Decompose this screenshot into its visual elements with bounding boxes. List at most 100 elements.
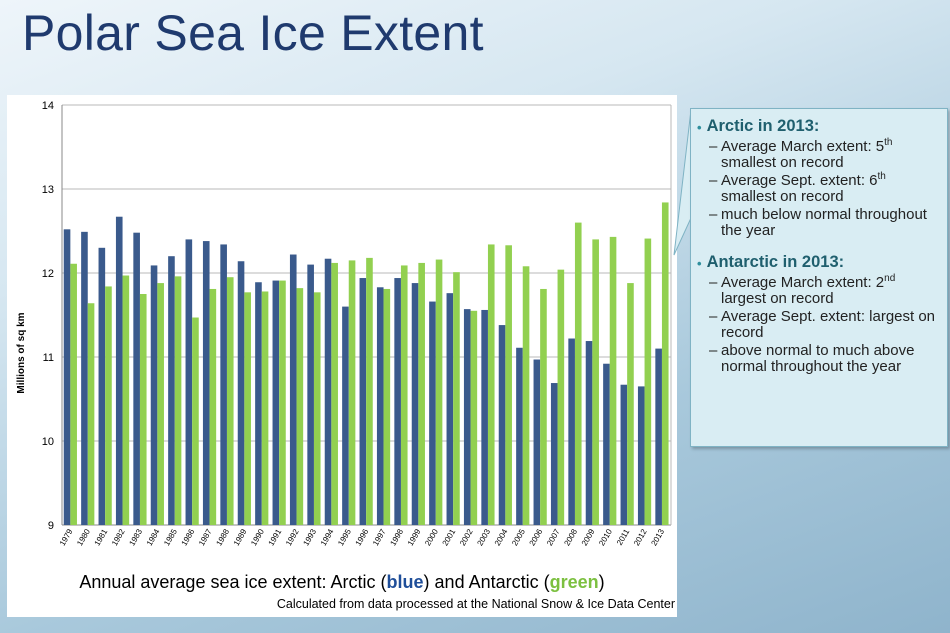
bar-arctic-1980 (81, 231, 88, 525)
bar-arctic-1991 (272, 280, 280, 525)
bullet-icon: • (697, 120, 702, 135)
dash-icon: – (709, 342, 718, 359)
slide-title: Polar Sea Ice Extent (22, 5, 484, 61)
x-tick-label: 1993 (301, 527, 318, 547)
bar-arctic-2008 (568, 338, 575, 525)
bar-antarctic-1995 (348, 260, 356, 525)
bar-antarctic-2009 (592, 239, 599, 525)
x-tick-label: 1979 (58, 527, 75, 547)
bar-antarctic-1983 (139, 294, 147, 525)
y-axis-label: Millions of sq km (16, 312, 27, 393)
x-tick-label: 2012 (632, 527, 649, 547)
callout-item: – Average Sept. extent: 6th smallest on r… (709, 171, 886, 205)
bar-arctic-2009 (585, 341, 593, 525)
bars (63, 202, 669, 526)
x-tick-label: 2000 (423, 527, 440, 547)
callout-heading-antarctic: Antarctic in 2013: (706, 253, 845, 271)
x-tick-label: 1997 (371, 527, 388, 547)
bar-antarctic-1990 (261, 291, 269, 525)
x-tick-label: 1982 (110, 527, 127, 547)
x-tick-label: 1983 (127, 527, 144, 547)
x-tick-label: 1984 (145, 527, 162, 547)
bar-arctic-2011 (620, 384, 628, 525)
bar-antarctic-1996 (366, 257, 373, 525)
bar-antarctic-1998 (400, 265, 408, 525)
bar-antarctic-1992 (296, 288, 304, 525)
bar-arctic-2010 (603, 363, 610, 525)
bar-antarctic-2010 (609, 236, 617, 525)
bar-antarctic-1986 (192, 317, 199, 525)
bar-arctic-1979 (63, 229, 71, 525)
chart-panel: 9 10 11 12 13 14 1979 1980 1981 1982 1983 1984 1985 1… (7, 95, 677, 617)
bar-arctic-2002 (463, 309, 471, 525)
bar-arctic-1993 (307, 264, 314, 525)
bar-arctic-1998 (394, 278, 401, 525)
bar-antarctic-1987 (209, 288, 217, 525)
chart-subtitle: Calculated from data processed at the Na… (277, 597, 675, 611)
x-tick-label: 1981 (93, 527, 110, 547)
y-tick-label: 11 (43, 352, 54, 364)
x-tick-label: 1992 (284, 527, 301, 547)
chart-title-prefix: Annual average sea ice extent: Arctic ( (79, 572, 386, 592)
bar-antarctic-1984 (157, 283, 164, 525)
bar-antarctic-1988 (226, 277, 234, 525)
x-tick-label: 2005 (510, 527, 527, 547)
bar-antarctic-2004 (505, 245, 512, 525)
bar-antarctic-2008 (574, 222, 582, 525)
y-tick-label: 12 (42, 268, 54, 280)
x-tick-label: 1994 (319, 527, 336, 547)
x-tick-label: 2013 (649, 527, 666, 547)
x-tick-label: 2006 (528, 527, 545, 547)
bar-antarctic-1997 (383, 288, 391, 525)
chart-title-middle: ) and Antarctic ( (424, 572, 550, 592)
x-tick-label: 2001 (441, 527, 458, 547)
bar-antarctic-2005 (522, 266, 530, 525)
bar-arctic-1984 (150, 265, 158, 525)
bar-arctic-1992 (289, 254, 297, 525)
bar-antarctic-2003 (487, 244, 495, 525)
bullet-icon: • (697, 256, 702, 271)
dash-icon: – (709, 274, 718, 291)
bar-antarctic-2002 (470, 310, 478, 525)
bar-antarctic-2000 (435, 259, 443, 525)
x-tick-label: 1986 (180, 527, 197, 547)
y-tick-label: 10 (42, 436, 54, 448)
bar-arctic-1999 (411, 283, 419, 525)
callout-box: • Arctic in 2013: – Average March extent:… (690, 108, 948, 447)
bar-arctic-2007 (550, 383, 558, 525)
callout-heading-arctic: Arctic in 2013: (706, 117, 820, 135)
x-tick-label: 2004 (493, 527, 510, 547)
bar-antarctic-2013 (661, 202, 669, 525)
y-tick-label: 9 (48, 520, 54, 532)
bar-antarctic-1994 (331, 262, 338, 525)
bar-arctic-1988 (220, 244, 227, 525)
bar-antarctic-1999 (418, 262, 425, 525)
bar-antarctic-1991 (279, 280, 286, 525)
bar-arctic-2004 (498, 325, 506, 525)
bar-antarctic-1989 (244, 292, 251, 525)
bar-arctic-2003 (481, 309, 488, 525)
x-tick-label: 1988 (214, 527, 231, 547)
bar-arctic-2001 (446, 293, 454, 525)
bar-arctic-2006 (533, 359, 541, 525)
x-tick-label: 1990 (249, 527, 266, 547)
x-tick-label: 1998 (388, 527, 405, 547)
bar-arctic-1995 (342, 306, 349, 525)
bar-arctic-1983 (133, 232, 140, 525)
bar-antarctic-1985 (174, 276, 182, 525)
dash-icon: – (709, 308, 718, 325)
callout-item: – Average March extent: 5th smallest on r… (709, 137, 893, 171)
callout-section-antarctic: • Antarctic in 2013: – Average March exte… (697, 253, 941, 375)
x-tick-label: 2009 (580, 527, 597, 547)
bar-arctic-2013 (655, 348, 662, 525)
callout-item: – Average Sept. extent: largest on record (709, 308, 936, 341)
bar-arctic-1989 (237, 261, 245, 525)
bar-antarctic-2007 (557, 269, 565, 525)
bar-arctic-1982 (115, 216, 123, 525)
chart-title-blue: blue (387, 572, 424, 592)
chart-title-suffix: ) (599, 572, 605, 592)
bar-arctic-1987 (202, 241, 210, 525)
x-tick-label: 2010 (597, 527, 614, 547)
x-tick-label: 1980 (75, 527, 92, 547)
